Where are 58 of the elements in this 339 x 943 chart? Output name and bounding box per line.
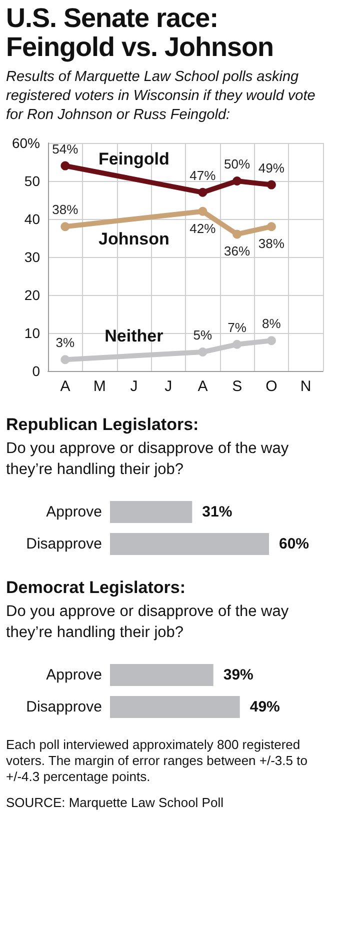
data-label: 47%: [190, 168, 216, 183]
y-tick-label: Disapprove: [26, 536, 102, 552]
point: [60, 355, 70, 364]
point: [232, 176, 242, 186]
point: [266, 336, 276, 346]
y-tick-label: 30: [24, 249, 40, 265]
data-label: 5%: [193, 328, 213, 342]
series-label: Neither: [104, 326, 164, 346]
data-label: 54%: [52, 141, 79, 156]
data-label: 36%: [224, 244, 251, 259]
y-tick-label: Approve: [46, 666, 102, 684]
point: [60, 161, 70, 170]
data-label: 38%: [52, 202, 79, 218]
chart-subtitle: Do you approve or disapprove of the way they’re handling their job?: [6, 439, 290, 480]
y-tick-label: Approve: [46, 504, 102, 520]
data-label: 8%: [262, 316, 282, 332]
x-tick-label: S: [232, 378, 242, 395]
chart-title: Republican Legislators:: [6, 415, 200, 435]
data-label: 42%: [190, 220, 216, 236]
data-label: 38%: [258, 236, 285, 252]
series-label: Feingold: [98, 150, 170, 169]
y-tick-label: 50: [24, 173, 40, 189]
chart-title: U.S. Senate race: Feingold vs. Johnson: [6, 3, 275, 62]
source-note: SOURCE: Marquette Law School Poll: [6, 795, 224, 811]
point: [232, 340, 242, 349]
data-label: 31%: [202, 504, 232, 520]
y-tick-label: 0: [32, 363, 40, 379]
x-tick-label: N: [300, 378, 312, 395]
data-label: 49%: [250, 698, 280, 716]
x-tick-label: A: [60, 378, 70, 395]
point: [198, 348, 208, 356]
point: [60, 222, 70, 232]
data-label: 3%: [56, 335, 76, 350]
point: [232, 230, 242, 239]
x-tick-label: M: [93, 378, 106, 395]
x-tick-label: J: [164, 378, 172, 395]
y-tick-label: 10: [24, 325, 40, 341]
point: [266, 222, 276, 232]
data-label: 60%: [279, 536, 310, 552]
x-tick-label: J: [130, 378, 138, 395]
y-tick-label: 40: [24, 211, 40, 227]
point: [266, 180, 276, 190]
point: [198, 206, 208, 216]
series-label: Johnson: [98, 230, 170, 248]
data-label: 50%: [224, 156, 251, 172]
data-label: 39%: [223, 666, 254, 684]
x-tick-label: O: [266, 378, 278, 395]
y-tick-label: Disapprove: [26, 698, 102, 716]
chart-title: Democrat Legislators:: [6, 578, 186, 598]
y-tick-label: 20: [24, 287, 40, 303]
chart-subtitle: Results of Marquette Law School polls asking registered voters in Wisconsin if they would vote for Ron Johnson or Russ Feingold:: [6, 68, 316, 125]
data-label: 49%: [258, 160, 285, 176]
point: [198, 188, 208, 197]
text: Each poll interviewed approximately 800 registered voters. The margin of error ranges between +/-3.5 to +/-4.3 percentage points.: [6, 737, 308, 785]
chart-subtitle: Do you approve or disapprove of the way they’re handling their job?: [6, 602, 290, 643]
x-tick-label: A: [198, 378, 208, 395]
data-label: 7%: [228, 320, 247, 335]
y-tick-label: 60%: [12, 135, 40, 151]
